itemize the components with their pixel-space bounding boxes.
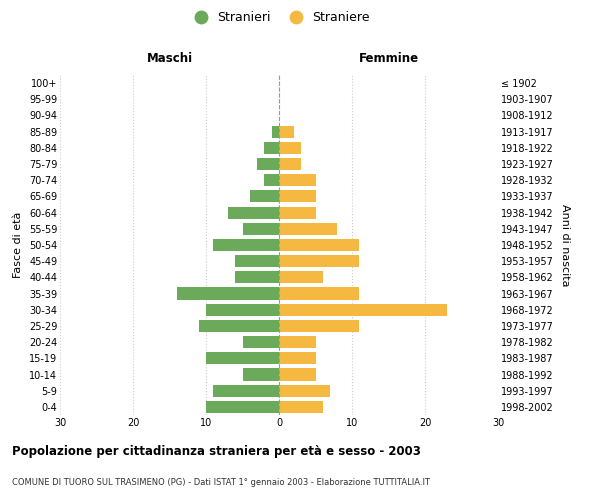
Bar (206, 304, 279, 316)
Bar (279, 288, 359, 300)
Bar (242, 222, 279, 235)
Text: COMUNE DI TUORO SUL TRASIMENO (PG) - Dati ISTAT 1° gennaio 2003 - Elaborazione T: COMUNE DI TUORO SUL TRASIMENO (PG) - Dat… (12, 478, 430, 487)
Bar (279, 368, 316, 380)
Bar (265, 174, 279, 186)
Y-axis label: Anni di nascita: Anni di nascita (560, 204, 571, 286)
Legend: Stranieri, Straniere: Stranieri, Straniere (184, 6, 374, 30)
Bar (279, 401, 323, 413)
Bar (279, 336, 316, 348)
Bar (206, 352, 279, 364)
Bar (235, 272, 279, 283)
Text: Maschi: Maschi (146, 52, 193, 66)
Bar (279, 304, 447, 316)
Bar (279, 384, 330, 397)
Bar (257, 158, 279, 170)
Bar (279, 352, 316, 364)
Bar (279, 255, 359, 268)
Y-axis label: Fasce di età: Fasce di età (13, 212, 23, 278)
Bar (214, 239, 279, 251)
Bar (279, 142, 301, 154)
Bar (199, 320, 279, 332)
Bar (242, 336, 279, 348)
Bar (279, 190, 316, 202)
Bar (279, 222, 337, 235)
Bar (279, 239, 359, 251)
Bar (279, 174, 316, 186)
Text: Popolazione per cittadinanza straniera per età e sesso - 2003: Popolazione per cittadinanza straniera p… (12, 445, 421, 458)
Bar (250, 190, 279, 202)
Text: Femmine: Femmine (358, 52, 419, 66)
Bar (235, 255, 279, 268)
Bar (214, 384, 279, 397)
Bar (279, 272, 323, 283)
Bar (242, 368, 279, 380)
Bar (265, 142, 279, 154)
Bar (272, 126, 279, 138)
Bar (228, 206, 279, 218)
Bar (279, 126, 293, 138)
Bar (279, 158, 301, 170)
Bar (177, 288, 279, 300)
Bar (206, 401, 279, 413)
Bar (279, 206, 316, 218)
Bar (279, 320, 359, 332)
